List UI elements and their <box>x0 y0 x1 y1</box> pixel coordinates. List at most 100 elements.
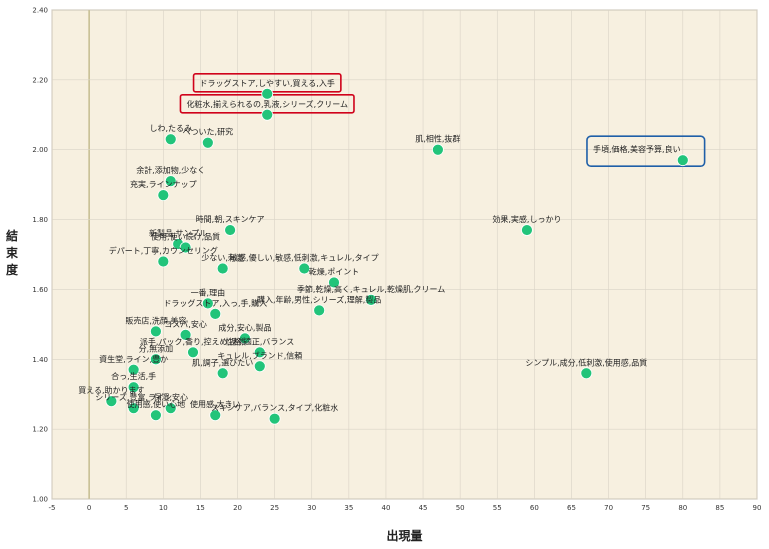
scatter-point <box>298 262 311 275</box>
x-tick-label: 50 <box>456 504 465 512</box>
y-tick-label: 2.40 <box>32 7 48 15</box>
scatter-point <box>224 224 237 236</box>
x-tick-label: 70 <box>604 504 613 512</box>
scatter-point <box>149 409 162 422</box>
x-tick-label: -5 <box>49 504 56 512</box>
scatter-point <box>676 154 689 167</box>
scatter-point <box>164 133 177 146</box>
y-tick-label: 2.00 <box>32 146 48 154</box>
point-label: 資生堂,ライン,豊か <box>99 354 168 364</box>
y-tick-label: 1.00 <box>32 496 48 504</box>
point-label: デパート,丁寧,カウンセリング <box>109 245 218 255</box>
point-label: 分,無添加 <box>139 343 174 353</box>
point-label: べついた,研究 <box>183 127 234 137</box>
scatter-point <box>216 367 229 380</box>
scatter-point <box>209 409 222 422</box>
point-label: 派手,パック,香り,控えめ,品質 <box>140 336 246 346</box>
x-tick-label: 45 <box>419 504 428 512</box>
scatter-point <box>580 367 593 380</box>
point-label: 少ない,刺激 <box>201 252 244 262</box>
point-label: シンプル,成分,低刺激,使用感,品質 <box>525 357 647 367</box>
x-tick-label: 35 <box>344 504 353 512</box>
point-label: 使用,使い続け,品質 <box>151 232 220 242</box>
y-axis-title-char: 束 <box>5 245 19 260</box>
scatter-point <box>261 108 274 121</box>
scatter-point <box>164 175 177 188</box>
point-labels: ドラッグストア,しやすい,買える,入手化粧水,揃えられるの,乳液,シリーズ,クリ… <box>78 78 680 413</box>
scatter-point <box>253 346 266 359</box>
scatter-point <box>149 353 162 366</box>
y-tick-label: 2.20 <box>32 76 48 84</box>
scatter-point <box>201 136 214 149</box>
scatter-point <box>268 412 281 425</box>
scatter-point <box>253 360 266 373</box>
point-label: 効果,実感,しっかり <box>492 214 561 224</box>
scatter-point <box>149 325 162 338</box>
point-label: 肌,相性,抜群 <box>415 134 460 144</box>
scatter-point <box>105 395 118 408</box>
y-tick-label: 1.60 <box>32 286 48 294</box>
scatter-point <box>216 262 229 275</box>
point-label: 時間,朝,スキンケア <box>196 215 265 224</box>
x-tick-label: 40 <box>381 504 390 512</box>
y-axis-title-char: 結 <box>6 228 18 243</box>
scatter-point <box>313 304 326 317</box>
scatter-point <box>239 332 251 345</box>
scatter-point <box>127 402 140 415</box>
point-label: 充実,ラインナップ <box>130 179 197 189</box>
point-label: 肌,調子,選びたい <box>192 357 253 367</box>
scatter-point <box>201 297 214 310</box>
y-axis-title-char: 度 <box>6 262 19 277</box>
scatter-point <box>179 241 192 254</box>
scatter-point <box>127 381 140 394</box>
scatter-point <box>187 346 199 359</box>
scatter-point <box>179 328 192 341</box>
point-label: しわ,たるみ <box>149 124 192 133</box>
x-tick-label: 65 <box>567 504 576 512</box>
y-tick-label: 1.80 <box>32 216 48 224</box>
point-label: ドラッグストア,入っ,手,購入 <box>163 298 267 308</box>
scatter-point <box>365 294 378 306</box>
y-tick-label: 1.40 <box>32 356 48 364</box>
point-label: 使用感,使い心地 <box>127 399 186 409</box>
point-label: 余計,添加物,少なく <box>136 165 205 175</box>
plot-area <box>51 9 758 500</box>
point-label: スキンケア,バランス,タイプ,化粧水 <box>211 403 338 413</box>
x-tick-label: 80 <box>678 504 687 512</box>
x-tick-label: 5 <box>124 504 128 512</box>
x-tick-label: 60 <box>530 504 539 512</box>
x-tick-label: 20 <box>233 504 242 512</box>
point-label: 新製品,サンプル <box>149 228 207 238</box>
point-label: 性格,適正,バランス <box>225 336 294 346</box>
scatter-point <box>127 363 140 376</box>
scatter-point <box>261 87 274 100</box>
x-tick-label: 25 <box>270 504 279 512</box>
axis-ticks: -5 0 5 10 15 20 25 30 35 40 45 50 55 60 65 70 75 80 85 90 1.… <box>32 7 761 513</box>
point-label: 季節,乾燥,高く,キュレル,乾燥肌,クリーム <box>297 284 445 294</box>
point-label: 化粧水,揃えられるの,乳液,シリーズ,クリーム <box>186 99 348 109</box>
point-label: ドラッグストア,しやすい,買える,入手 <box>200 78 335 88</box>
scatter-point <box>209 307 222 320</box>
point-label: 手頃,価格,美容予算,良い <box>593 144 681 154</box>
scatter-point <box>521 224 533 236</box>
x-tick-label: 55 <box>493 504 502 512</box>
point-label: 買える,助かります <box>78 385 144 395</box>
point-label: シリーズ,豊富,ライン <box>95 392 172 402</box>
y-axis-title: 結束度 <box>5 228 19 277</box>
x-axis-title: 出現量 <box>386 528 422 543</box>
scatter-point <box>164 402 177 415</box>
point-label: 使用感,大きい <box>190 399 241 409</box>
x-tick-label: 90 <box>753 504 762 512</box>
y-tick-label: 1.20 <box>32 426 48 434</box>
x-tick-label: 10 <box>159 504 168 512</box>
point-label: コスパ,安心 <box>164 319 207 329</box>
x-tick-label: 30 <box>307 504 316 512</box>
point-label: 乾燥,ポイント <box>309 266 360 276</box>
point-label: キュレル,ブランド,信頼 <box>217 350 302 360</box>
point-label: 成分,安心,製品 <box>218 322 271 332</box>
point-label: 合っ,生活,手 <box>111 371 156 381</box>
x-tick-label: 85 <box>715 504 724 512</box>
point-label: 一番,理由 <box>191 287 226 297</box>
